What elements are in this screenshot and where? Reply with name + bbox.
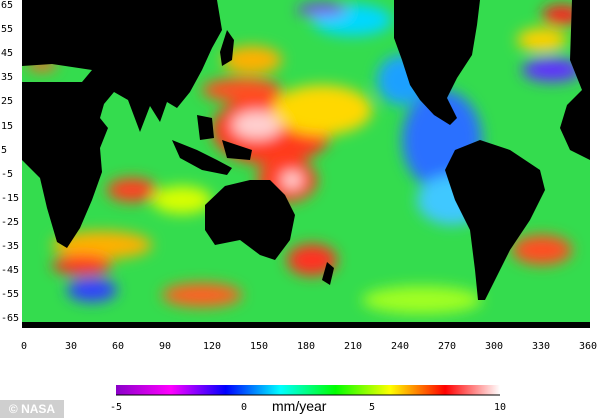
y-tick-label: -5 bbox=[1, 168, 14, 180]
y-tick-label: 45 bbox=[1, 48, 14, 60]
x-tick-label: 120 bbox=[202, 341, 222, 352]
colorbar-tick-label: 0 bbox=[240, 402, 248, 413]
y-tick-label: -55 bbox=[1, 289, 20, 301]
colorbar-tick-label: 5 bbox=[368, 402, 376, 413]
south-america bbox=[445, 140, 545, 300]
colorbar bbox=[116, 385, 500, 396]
west-africa-europe bbox=[560, 0, 590, 160]
land-masses bbox=[22, 0, 590, 328]
y-tick-label: -25 bbox=[1, 216, 20, 228]
colorbar-label: mm/year bbox=[272, 398, 327, 414]
x-tick-label: 0 bbox=[20, 341, 28, 352]
x-tick-label: 330 bbox=[531, 341, 551, 352]
trend-field bbox=[27, 4, 582, 314]
north-america bbox=[394, 0, 480, 125]
sea-level-trend-map bbox=[22, 0, 590, 328]
colorbar-tick-label: -5 bbox=[109, 402, 123, 413]
y-tick-label: 25 bbox=[1, 96, 14, 108]
x-tick-label: 240 bbox=[390, 341, 410, 352]
y-tick-label: 65 bbox=[1, 0, 14, 11]
colorbar-tick-label: 10 bbox=[493, 402, 507, 413]
x-tick-label: 270 bbox=[437, 341, 457, 352]
new-zealand bbox=[322, 262, 334, 285]
y-tick-label: 15 bbox=[1, 120, 14, 132]
x-tick-label: 210 bbox=[343, 341, 363, 352]
x-tick-label: 150 bbox=[249, 341, 269, 352]
y-tick-label: -45 bbox=[1, 265, 20, 277]
y-tick-label: 35 bbox=[1, 72, 14, 84]
x-tick-label: 30 bbox=[64, 341, 78, 352]
australia bbox=[205, 180, 295, 260]
y-tick-label: 5 bbox=[1, 144, 8, 156]
indonesia bbox=[172, 115, 252, 175]
x-tick-label: 90 bbox=[158, 341, 172, 352]
x-tick-label: 60 bbox=[111, 341, 125, 352]
x-tick-label: 300 bbox=[484, 341, 504, 352]
y-tick-label: -65 bbox=[1, 313, 20, 325]
y-tick-label: -35 bbox=[1, 241, 20, 252]
x-tick-label: 360 bbox=[578, 341, 598, 352]
eurasia-africa bbox=[22, 0, 222, 248]
antarctica-edge bbox=[22, 322, 590, 328]
y-tick-label: -15 bbox=[1, 192, 20, 204]
y-tick-label: 55 bbox=[1, 24, 14, 36]
credit-watermark: © NASA bbox=[0, 400, 64, 418]
x-tick-label: 180 bbox=[296, 341, 316, 352]
japan bbox=[220, 30, 234, 66]
